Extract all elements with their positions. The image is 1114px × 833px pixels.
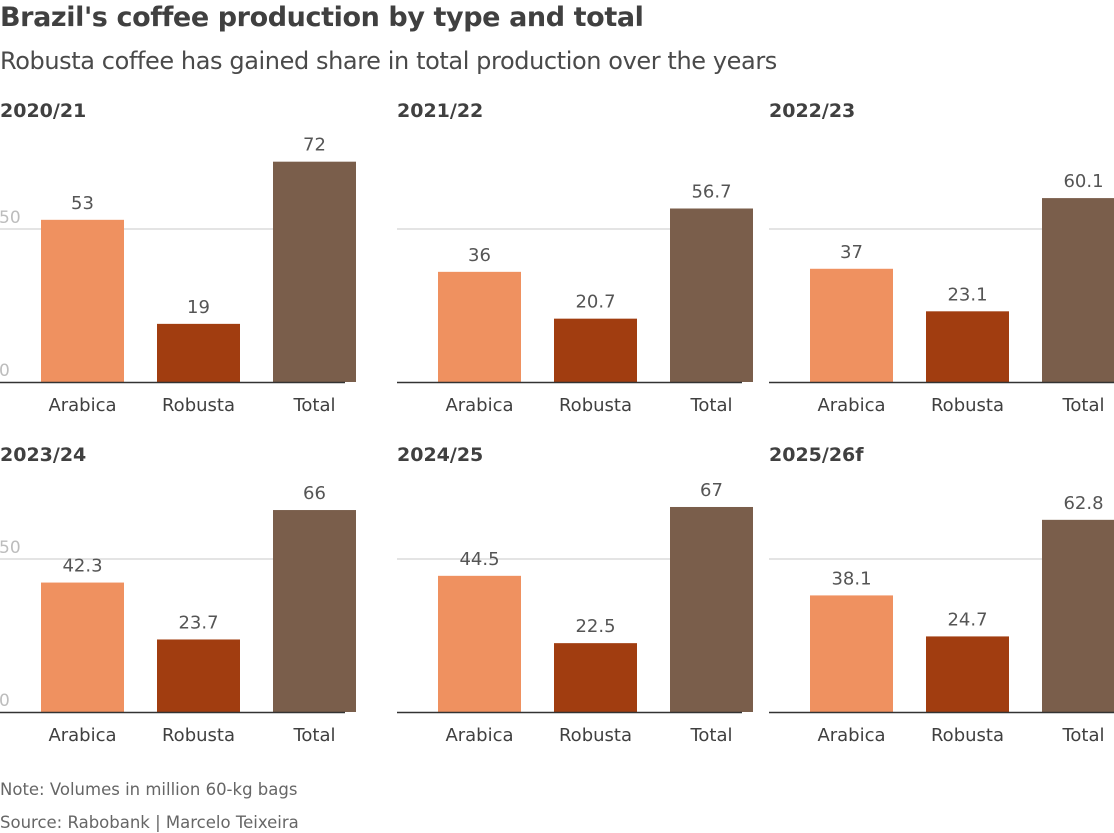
bar-total: [1042, 519, 1114, 712]
data-label: 72: [303, 135, 326, 156]
y-tick-label: 50: [0, 208, 21, 228]
x-tick-label: Robusta: [559, 395, 632, 416]
x-tick-label: Arabica: [445, 725, 513, 746]
panel-title: 2021/22: [397, 100, 483, 122]
x-tick-label: Total: [292, 395, 335, 416]
x-tick-label: Total: [1061, 725, 1104, 746]
bar-arabica: [41, 582, 124, 712]
data-label: 36: [468, 245, 491, 266]
data-label: 62.8: [1063, 493, 1103, 514]
bar-arabica: [810, 268, 893, 382]
data-label: 53: [71, 193, 94, 214]
data-label: 19: [187, 297, 210, 318]
x-tick-label: Arabica: [48, 725, 116, 746]
data-label: 60.1: [1063, 171, 1103, 192]
y-tick-label: 50: [0, 538, 21, 558]
x-tick-label: Arabica: [48, 395, 116, 416]
x-tick-label: Robusta: [559, 725, 632, 746]
panel-title: 2025/26f: [769, 444, 864, 466]
x-tick-label: Total: [689, 725, 732, 746]
bar-robusta: [926, 636, 1009, 712]
x-tick-label: Arabica: [817, 725, 885, 746]
data-label: 67: [700, 480, 723, 501]
x-tick-label: Robusta: [931, 395, 1004, 416]
chart-title: Brazil's coffee production by type and t…: [0, 2, 644, 33]
data-label: 42.3: [62, 556, 102, 577]
data-label: 38.1: [831, 568, 871, 589]
bar-robusta: [926, 311, 1009, 382]
bar-arabica: [41, 219, 124, 382]
panel-title: 2020/21: [0, 100, 86, 122]
bar-arabica: [438, 271, 521, 382]
bar-robusta: [554, 643, 637, 712]
data-label: 37: [840, 242, 863, 263]
data-label: 23.7: [178, 612, 218, 633]
x-tick-label: Total: [1061, 395, 1104, 416]
data-label: 24.7: [947, 609, 987, 630]
data-label: 44.5: [459, 549, 499, 570]
data-label: 23.1: [947, 284, 987, 305]
bar-arabica: [438, 575, 521, 712]
x-tick-label: Robusta: [162, 395, 235, 416]
source-credit: Source: Rabobank | Marcelo Teixeira: [0, 813, 299, 832]
x-tick-label: Total: [689, 395, 732, 416]
y-tick-label: 0: [0, 361, 10, 381]
y-tick-label: 0: [0, 691, 10, 711]
x-tick-label: Robusta: [162, 725, 235, 746]
x-tick-label: Robusta: [931, 725, 1004, 746]
x-tick-label: Arabica: [445, 395, 513, 416]
panel-title: 2022/23: [769, 100, 855, 122]
data-label: 20.7: [575, 292, 615, 313]
x-tick-label: Total: [292, 725, 335, 746]
panel-title: 2023/24: [0, 444, 86, 466]
bar-total: [273, 161, 356, 382]
bar-robusta: [554, 318, 637, 382]
bar-robusta: [157, 323, 240, 382]
bar-total: [273, 510, 356, 712]
bar-robusta: [157, 639, 240, 712]
bar-total: [670, 208, 753, 382]
bar-total: [670, 506, 753, 712]
x-tick-label: Arabica: [817, 395, 885, 416]
data-label: 66: [303, 483, 326, 504]
data-label: 56.7: [691, 181, 731, 202]
data-label: 22.5: [575, 616, 615, 637]
bar-arabica: [810, 595, 893, 712]
bar-total: [1042, 198, 1114, 382]
footnote: Note: Volumes in million 60-kg bags: [0, 780, 298, 799]
panel-title: 2024/25: [397, 444, 483, 466]
chart-subtitle: Robusta coffee has gained share in total…: [0, 47, 777, 75]
